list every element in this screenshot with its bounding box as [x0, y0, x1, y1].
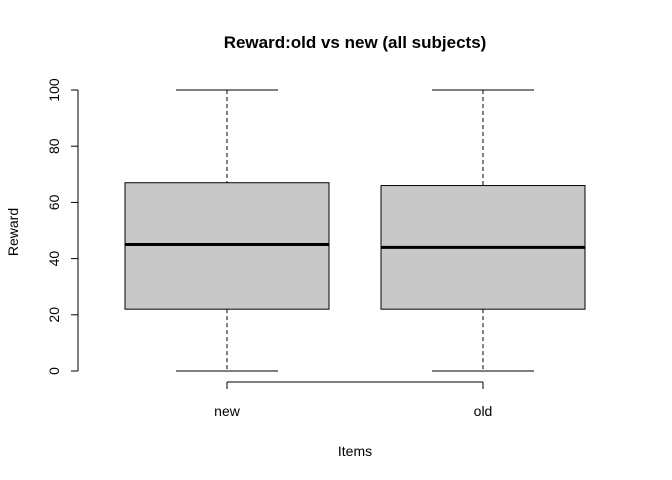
y-axis-label: Reward	[5, 208, 21, 256]
y-tick-label: 20	[46, 307, 62, 323]
y-tick-label: 60	[46, 194, 62, 210]
x-tick-label: new	[214, 403, 241, 419]
y-tick-label: 0	[46, 367, 62, 375]
x-tick-label: old	[474, 403, 493, 419]
plot-area: 0 20 40 60 80 100 new old	[46, 78, 586, 419]
x-axis-label: Items	[338, 443, 372, 459]
chart-title: Reward:old vs new (all subjects)	[224, 33, 487, 52]
y-tick-label: 40	[46, 251, 62, 267]
y-tick-label: 100	[46, 78, 62, 102]
y-tick-label: 80	[46, 138, 62, 154]
